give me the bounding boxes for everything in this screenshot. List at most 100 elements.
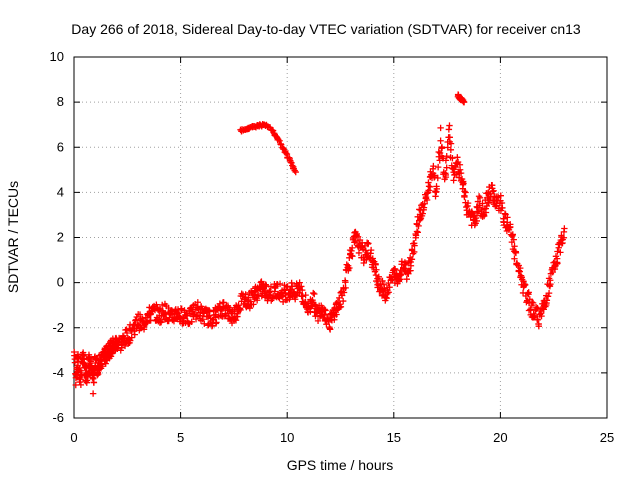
data-point bbox=[525, 289, 532, 296]
x-tick-label: 25 bbox=[600, 430, 614, 445]
data-point bbox=[84, 373, 91, 381]
data-point bbox=[482, 209, 490, 216]
data-point bbox=[287, 159, 294, 166]
data-point bbox=[531, 312, 539, 319]
x-tick-label: 5 bbox=[177, 430, 184, 445]
data-point bbox=[473, 217, 481, 225]
data-point bbox=[262, 281, 269, 288]
data-point bbox=[342, 279, 349, 286]
data-point bbox=[437, 137, 444, 144]
data-point bbox=[442, 157, 450, 164]
data-point bbox=[147, 311, 154, 318]
data-point bbox=[372, 261, 379, 268]
data-point bbox=[235, 302, 242, 309]
data-point bbox=[517, 264, 524, 272]
data-point bbox=[492, 202, 499, 210]
data-point bbox=[263, 282, 270, 290]
data-point bbox=[282, 149, 290, 157]
data-point bbox=[446, 122, 453, 129]
data-point bbox=[89, 375, 97, 383]
data-point bbox=[461, 188, 468, 195]
data-point bbox=[462, 189, 469, 196]
data-point bbox=[554, 248, 561, 255]
data-point bbox=[544, 293, 552, 300]
data-point bbox=[390, 266, 397, 274]
data-point bbox=[414, 229, 421, 236]
data-point bbox=[275, 136, 282, 143]
data-point bbox=[228, 319, 236, 327]
data-point bbox=[385, 289, 392, 296]
data-point bbox=[380, 281, 388, 288]
data-point bbox=[310, 289, 317, 297]
y-tick-label: 0 bbox=[57, 275, 64, 290]
x-tick-label: 0 bbox=[70, 430, 77, 445]
data-point bbox=[232, 317, 240, 324]
data-point bbox=[346, 264, 353, 272]
data-point bbox=[456, 166, 464, 173]
x-tick-labels: 0 5 10 15 20 25 bbox=[70, 430, 614, 445]
data-point bbox=[271, 288, 278, 295]
data-point bbox=[316, 313, 324, 320]
data-point bbox=[464, 202, 471, 210]
data-point bbox=[366, 254, 373, 261]
data-point bbox=[131, 331, 138, 338]
data-point bbox=[276, 137, 283, 144]
y-axis-label: SDTVAR / TECUs bbox=[5, 181, 21, 293]
data-point bbox=[321, 306, 328, 313]
data-point bbox=[499, 204, 506, 212]
data-point bbox=[279, 144, 286, 151]
data-point bbox=[480, 212, 488, 220]
data-point bbox=[419, 210, 426, 217]
data-point bbox=[323, 321, 330, 328]
data-point bbox=[446, 134, 454, 141]
data-point bbox=[511, 243, 518, 250]
data-point bbox=[94, 370, 102, 378]
data-point bbox=[289, 162, 296, 169]
data-point bbox=[460, 180, 467, 187]
data-point bbox=[454, 154, 461, 161]
data-point bbox=[402, 260, 409, 268]
data-point bbox=[299, 286, 306, 294]
data-point bbox=[534, 316, 541, 324]
data-point bbox=[355, 249, 363, 257]
data-point bbox=[123, 329, 131, 337]
data-point bbox=[398, 258, 406, 265]
data-point bbox=[490, 187, 497, 194]
data-point bbox=[485, 199, 492, 206]
data-point bbox=[118, 341, 125, 348]
data-point bbox=[483, 202, 490, 210]
data-point bbox=[157, 317, 164, 325]
data-point bbox=[524, 289, 531, 297]
data-point bbox=[322, 307, 329, 314]
y-tick-label: -2 bbox=[52, 320, 64, 335]
data-point bbox=[457, 169, 465, 177]
data-point bbox=[348, 247, 355, 255]
data-point bbox=[84, 369, 92, 376]
data-point bbox=[426, 183, 434, 191]
data-point bbox=[443, 164, 450, 171]
data-point bbox=[139, 315, 146, 323]
data-point bbox=[532, 303, 540, 311]
data-point bbox=[384, 290, 391, 297]
data-point bbox=[353, 230, 360, 238]
data-point bbox=[354, 233, 362, 240]
data-point bbox=[511, 255, 518, 262]
data-point bbox=[348, 244, 356, 252]
data-point bbox=[434, 163, 442, 171]
data-point bbox=[535, 322, 543, 330]
data-point bbox=[83, 379, 90, 386]
data-point bbox=[432, 193, 439, 200]
data-point bbox=[450, 177, 457, 184]
data-point bbox=[277, 141, 285, 148]
data-point bbox=[408, 256, 416, 263]
data-point bbox=[246, 304, 254, 312]
data-point bbox=[560, 234, 568, 241]
x-tick-label: 20 bbox=[493, 430, 507, 445]
data-point bbox=[435, 148, 442, 156]
data-point bbox=[174, 306, 182, 313]
grid bbox=[74, 57, 607, 418]
data-point bbox=[557, 249, 564, 256]
data-point bbox=[417, 216, 424, 223]
data-point bbox=[98, 363, 106, 370]
